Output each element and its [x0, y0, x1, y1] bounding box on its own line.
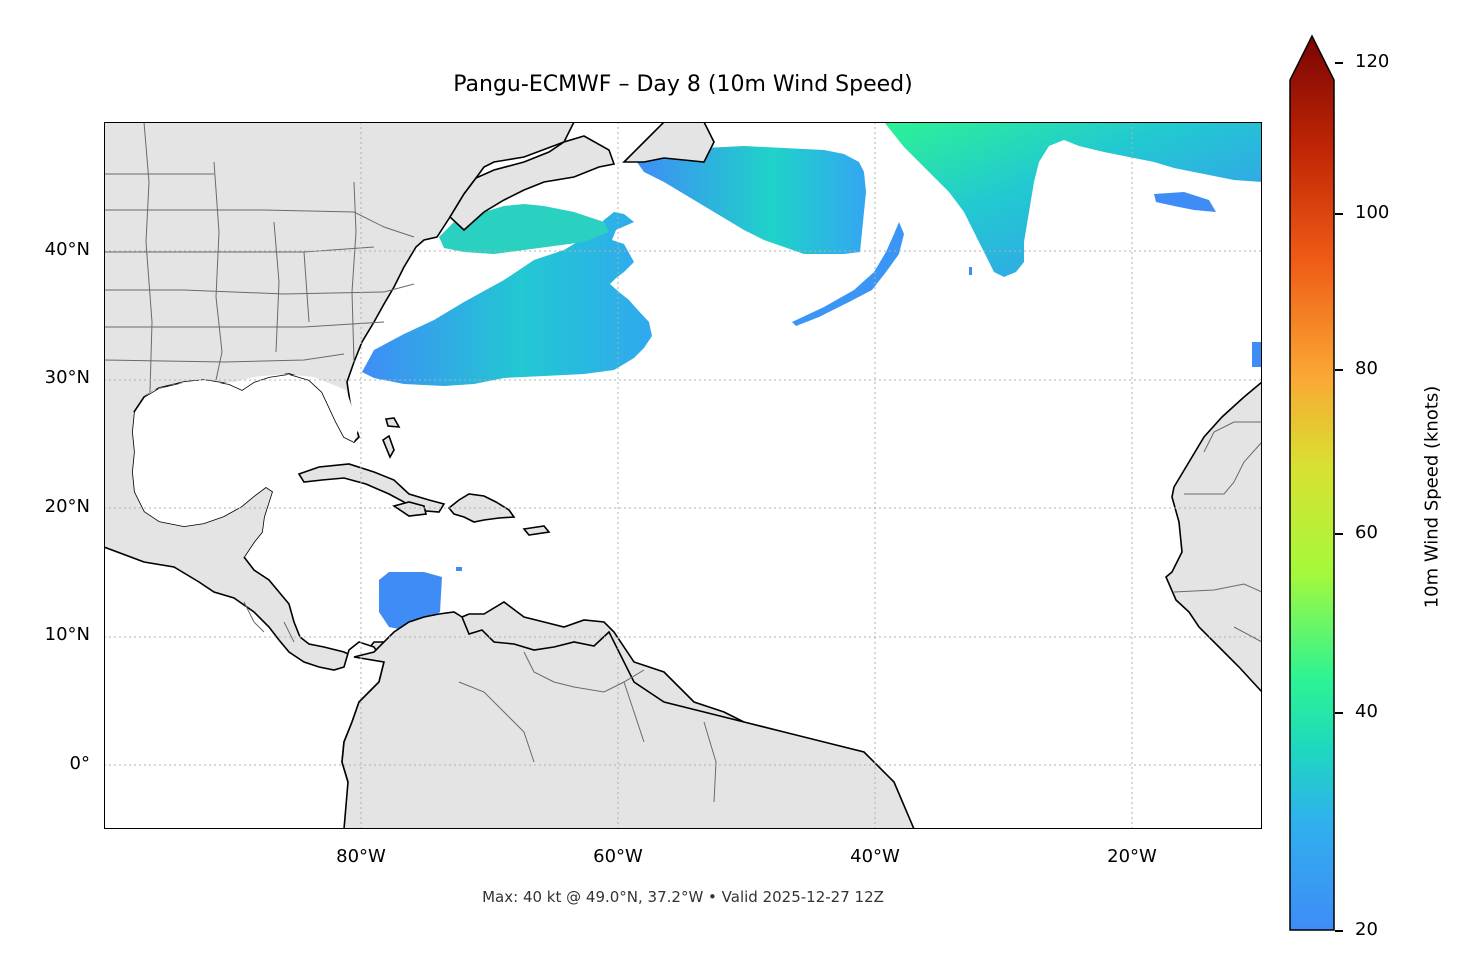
- colorbar-tick-label: 40: [1355, 701, 1378, 722]
- colorbar-tick-label: 60: [1355, 522, 1378, 543]
- political-borders: [104, 122, 1262, 803]
- colorbar: [1289, 34, 1335, 931]
- map-plot-area: [104, 122, 1262, 829]
- x-tick-label: 60°W: [593, 846, 643, 867]
- colorbar-gradient: [1289, 34, 1335, 931]
- colorbar-tick: [1335, 213, 1343, 215]
- y-tick-label: 30°N: [44, 367, 90, 388]
- colorbar-tick: [1335, 62, 1343, 64]
- max-wind-subtitle: Max: 40 kt @ 49.0°N, 37.2°W • Valid 2025…: [482, 888, 884, 906]
- colorbar-tick-label: 80: [1355, 358, 1378, 379]
- x-tick-label: 80°W: [336, 846, 386, 867]
- y-tick-label: 10°N: [44, 624, 90, 645]
- colorbar-tick: [1335, 712, 1343, 714]
- wind-field: [160, 122, 1262, 630]
- map-canvas: [104, 122, 1262, 829]
- colorbar-tick: [1335, 533, 1343, 535]
- colorbar-tick: [1335, 369, 1343, 371]
- colorbar-tick-label: 100: [1355, 202, 1390, 223]
- y-tick-label: 20°N: [44, 496, 90, 517]
- chart-title: Pangu-ECMWF – Day 8 (10m Wind Speed): [453, 72, 913, 97]
- colorbar-tick-label: 20: [1355, 919, 1378, 940]
- y-tick-label: 0°: [69, 753, 90, 774]
- colorbar-label: 10m Wind Speed (knots): [1421, 385, 1443, 609]
- land-masses: [104, 122, 1262, 829]
- colorbar-tick-label: 120: [1355, 51, 1390, 72]
- x-tick-label: 40°W: [850, 846, 900, 867]
- colorbar-tick: [1335, 930, 1343, 932]
- x-tick-label: 20°W: [1107, 846, 1157, 867]
- y-tick-label: 40°N: [44, 239, 90, 260]
- gridlines: [104, 122, 1262, 829]
